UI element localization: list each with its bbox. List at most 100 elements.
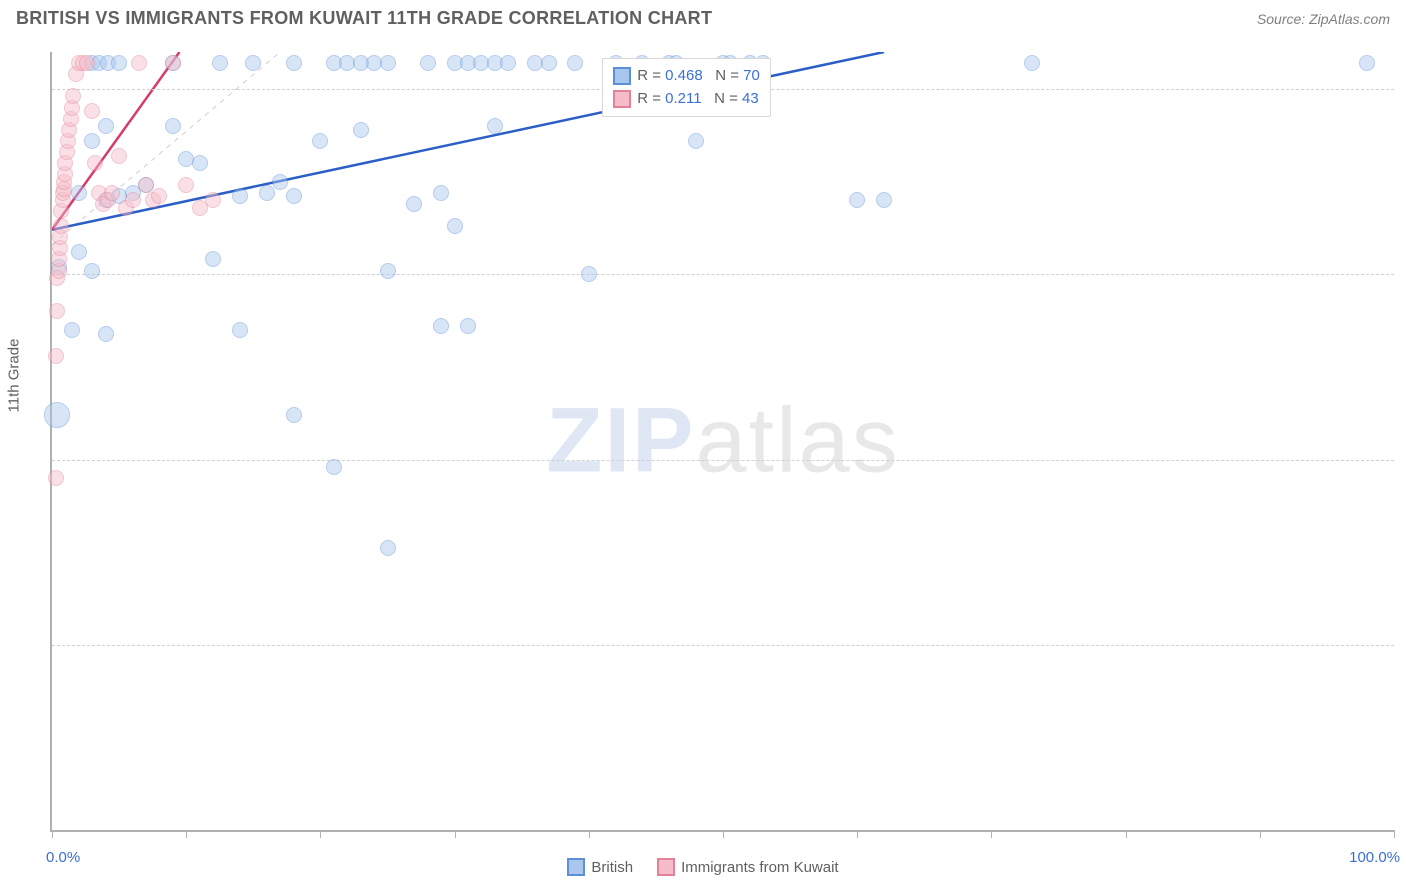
legend-item-british: British [567,858,633,876]
header: BRITISH VS IMMIGRANTS FROM KUWAIT 11TH G… [0,0,1406,29]
scatter-point [84,263,100,279]
scatter-point [500,55,516,71]
legend-stats-row: R = 0.468 N = 70 [613,65,760,88]
scatter-point [272,174,288,190]
scatter-point [192,155,208,171]
scatter-point [232,322,248,338]
scatter-point [65,88,81,104]
scatter-point [420,55,436,71]
watermark-atlas: atlas [695,390,899,492]
scatter-point [849,192,865,208]
scatter-point [131,55,147,71]
scatter-point [312,133,328,149]
x-tick [723,830,724,838]
gridline [52,460,1394,461]
x-tick [186,830,187,838]
scatter-point [44,402,70,428]
scatter-point [138,177,154,193]
chart-area: 11th Grade ZIPatlas 85.0%90.0%95.0%100.0… [50,52,1394,832]
scatter-point [1359,55,1375,71]
scatter-point [71,244,87,260]
x-tick [991,830,992,838]
scatter-point [380,263,396,279]
scatter-point [104,185,120,201]
legend-label: Immigrants from Kuwait [681,859,839,876]
legend-stats: R = 0.468 N = 70R = 0.211 N = 43 [602,58,771,117]
scatter-point [71,185,87,201]
legend-stats-text: R = 0.468 N = 70 [637,65,760,88]
scatter-point [84,133,100,149]
scatter-point [380,55,396,71]
scatter-point [87,155,103,171]
scatter-point [286,407,302,423]
x-tick [455,830,456,838]
scatter-point [259,185,275,201]
legend-swatch [613,67,631,85]
legend-item-kuwait: Immigrants from Kuwait [657,858,839,876]
scatter-point [876,192,892,208]
gridline [52,645,1394,646]
scatter-point [178,177,194,193]
scatter-point [125,192,141,208]
scatter-point [98,118,114,134]
watermark: ZIPatlas [546,389,899,494]
scatter-point [567,55,583,71]
scatter-point [433,318,449,334]
legend-stats-text: R = 0.211 N = 43 [637,88,759,111]
scatter-point [205,192,221,208]
scatter-point [79,55,95,71]
scatter-point [151,188,167,204]
scatter-point [165,55,181,71]
x-tick [1260,830,1261,838]
scatter-point [286,188,302,204]
plot-region: ZIPatlas 85.0%90.0%95.0%100.0%0.0%100.0%… [50,52,1394,832]
trend-lines [52,52,1394,830]
watermark-zip: ZIP [546,390,695,492]
y-tick-label: 100.0% [1402,81,1406,98]
chart-title: BRITISH VS IMMIGRANTS FROM KUWAIT 11TH G… [16,8,712,29]
scatter-point [581,266,597,282]
scatter-point [98,326,114,342]
scatter-point [487,118,503,134]
x-tick [1126,830,1127,838]
scatter-point [286,55,302,71]
x-tick [320,830,321,838]
scatter-point [1024,55,1040,71]
scatter-point [48,470,64,486]
scatter-point [541,55,557,71]
scatter-point [84,103,100,119]
y-axis-title: 11th Grade [6,339,23,413]
bottom-legend: British Immigrants from Kuwait [0,858,1406,876]
scatter-point [380,540,396,556]
scatter-point [447,218,463,234]
scatter-point [48,348,64,364]
scatter-point [326,459,342,475]
scatter-point [688,133,704,149]
scatter-point [205,251,221,267]
source-attribution: Source: ZipAtlas.com [1257,11,1390,27]
legend-swatch [567,858,585,876]
scatter-point [245,55,261,71]
legend-swatch [613,90,631,108]
scatter-point [433,185,449,201]
gridline [52,274,1394,275]
legend-stats-row: R = 0.211 N = 43 [613,88,760,111]
scatter-point [232,188,248,204]
scatter-point [353,122,369,138]
x-tick [1394,830,1395,838]
scatter-point [460,318,476,334]
x-tick [52,830,53,838]
scatter-point [165,118,181,134]
y-tick-label: 90.0% [1402,451,1406,468]
scatter-point [212,55,228,71]
legend-swatch [657,858,675,876]
scatter-point [53,218,69,234]
scatter-point [64,322,80,338]
y-tick-label: 85.0% [1402,636,1406,653]
x-tick [589,830,590,838]
legend-label: British [591,859,633,876]
x-tick [857,830,858,838]
scatter-point [406,196,422,212]
scatter-point [49,303,65,319]
scatter-point [111,148,127,164]
